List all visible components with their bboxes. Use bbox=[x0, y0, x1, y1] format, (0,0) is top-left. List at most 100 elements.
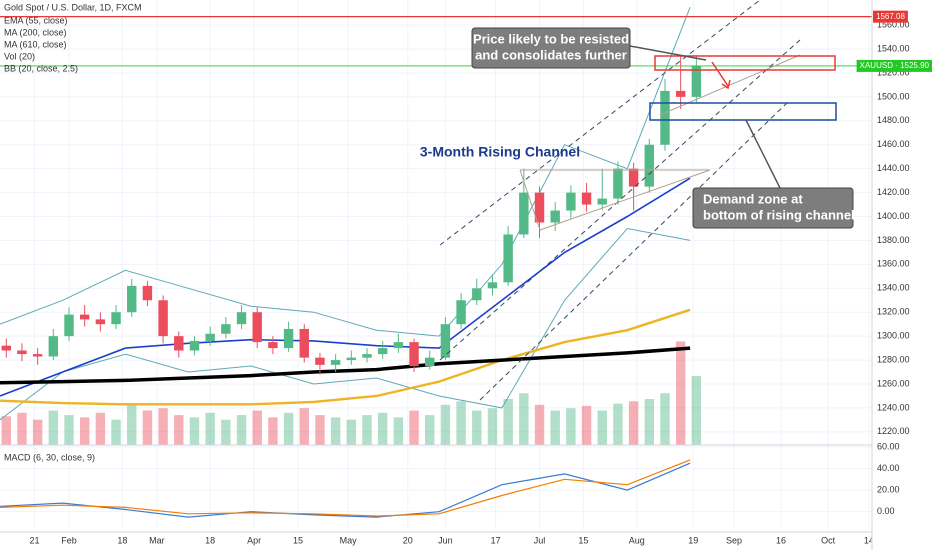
candle-body bbox=[252, 312, 262, 343]
candle-body bbox=[675, 90, 686, 97]
candle-body bbox=[111, 312, 121, 325]
y-tick-label: 1440.00 bbox=[877, 163, 910, 173]
x-tick-label: 18 bbox=[117, 535, 127, 545]
y-tick-label: 1220.00 bbox=[877, 426, 910, 436]
candle-body bbox=[299, 328, 309, 358]
volume-bar bbox=[566, 408, 576, 445]
volume-bar bbox=[534, 404, 545, 445]
volume-bar bbox=[393, 417, 404, 445]
volume-bar bbox=[32, 419, 43, 445]
candle-body bbox=[79, 314, 90, 320]
candle-body bbox=[17, 350, 27, 355]
candle-body bbox=[566, 192, 576, 211]
volume-bar bbox=[675, 341, 686, 445]
candle-body bbox=[205, 333, 215, 341]
x-tick-label: Apr bbox=[247, 535, 261, 545]
legend-entry: MA (200, close) bbox=[4, 27, 67, 37]
x-tick-label: Oct bbox=[821, 535, 836, 545]
y-tick-label: 0.00 bbox=[877, 506, 895, 516]
volume-bar bbox=[48, 410, 59, 445]
callout-line bbox=[629, 45, 707, 61]
candle-body bbox=[189, 340, 200, 351]
volume-bar bbox=[581, 405, 592, 445]
annotation: bottom of rising channel bbox=[703, 207, 855, 222]
candle-body bbox=[393, 342, 404, 349]
volume-bar bbox=[487, 408, 498, 445]
candle-body bbox=[95, 319, 106, 325]
x-tick-label: Sep bbox=[726, 535, 742, 545]
volume-bar bbox=[142, 410, 153, 445]
volume-bar bbox=[283, 412, 294, 445]
y-tick-label: 1520.00 bbox=[877, 67, 910, 77]
legend-entry: MACD (6, 30, close, 9) bbox=[4, 452, 95, 462]
candle-body bbox=[32, 354, 43, 357]
y-tick-label: 1280.00 bbox=[877, 354, 910, 364]
bollinger-band bbox=[0, 227, 691, 421]
macd-line bbox=[0, 462, 691, 518]
x-tick-label: 18 bbox=[205, 535, 215, 545]
legend-entry: Vol (20) bbox=[4, 51, 35, 61]
volume-bar bbox=[425, 415, 435, 445]
candle-body bbox=[330, 360, 341, 365]
candle-body bbox=[1, 345, 11, 351]
callout-line bbox=[745, 119, 781, 189]
candle-body bbox=[550, 210, 560, 223]
volume-bar bbox=[519, 393, 529, 445]
x-tick-label: May bbox=[340, 535, 358, 545]
wedge-line bbox=[659, 54, 801, 116]
candle-body bbox=[221, 324, 231, 334]
volume-bar bbox=[362, 415, 372, 445]
legend-entry: EMA (55, close) bbox=[4, 15, 68, 25]
volume-bar bbox=[315, 415, 325, 445]
moving-average bbox=[0, 177, 691, 397]
volume-bar bbox=[503, 399, 513, 445]
triangle-bottom bbox=[539, 169, 711, 231]
y-tick-label: 1380.00 bbox=[877, 235, 910, 245]
moving-average bbox=[0, 308, 691, 406]
volume-bar bbox=[174, 415, 184, 445]
callout-box bbox=[692, 187, 854, 229]
arrow bbox=[711, 61, 729, 87]
candle-body bbox=[628, 168, 639, 187]
volume-bar bbox=[691, 376, 702, 445]
candle-body bbox=[127, 285, 137, 313]
volume-bar bbox=[472, 410, 482, 445]
volume-bar bbox=[440, 404, 451, 445]
y-tick-label: 1320.00 bbox=[877, 307, 910, 317]
price-axis bbox=[872, 0, 932, 550]
moving-average bbox=[0, 346, 691, 385]
volume-bar bbox=[64, 415, 74, 445]
volume-bar bbox=[221, 419, 231, 445]
y-tick-label: 1300.00 bbox=[877, 331, 910, 341]
volume-bar bbox=[550, 410, 560, 445]
x-tick-label: 17 bbox=[491, 535, 501, 545]
volume-bar bbox=[1, 416, 11, 445]
candle-body bbox=[613, 168, 623, 199]
price-tag-label: XAUUSD · 1525.90 bbox=[860, 61, 930, 70]
legend-entry: MA (610, close) bbox=[4, 39, 67, 49]
candle-body bbox=[456, 300, 466, 325]
annotation: Price likely to be resisted bbox=[473, 31, 629, 46]
y-tick-label: 1340.00 bbox=[877, 283, 910, 293]
macd-line bbox=[0, 459, 691, 517]
candle-body bbox=[315, 357, 325, 365]
resistance-box bbox=[654, 55, 836, 71]
x-tick-label: 15 bbox=[578, 535, 588, 545]
volume-bar bbox=[79, 417, 90, 445]
candle-body bbox=[377, 348, 388, 355]
price-tag: XAUUSD · 1525.90 bbox=[856, 59, 932, 72]
volume-bar bbox=[17, 412, 27, 445]
x-tick-label: 14 bbox=[864, 535, 874, 545]
volume-bar bbox=[628, 401, 639, 445]
candle-body bbox=[597, 198, 607, 205]
candle-body bbox=[283, 328, 294, 349]
volume-bar bbox=[111, 419, 121, 445]
candle-body bbox=[472, 288, 482, 301]
y-tick-label: 1400.00 bbox=[877, 211, 910, 221]
callout-box bbox=[471, 27, 631, 69]
candle-body bbox=[346, 357, 357, 361]
volume-bar bbox=[236, 415, 247, 445]
annotation: Demand zone at bbox=[703, 191, 803, 206]
